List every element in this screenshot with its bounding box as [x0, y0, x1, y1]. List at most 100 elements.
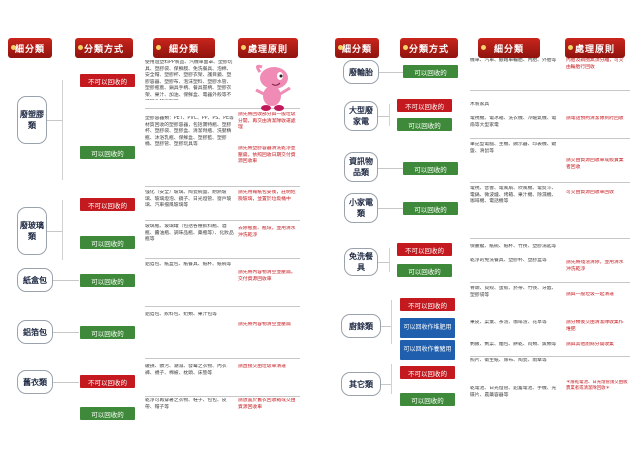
method-not-recyclable: 不可以回收的 [397, 99, 452, 112]
detail-text: 破損、髒污、潮濕、發霉之衣物、內衣褲、襪子、棉被、枕頭、床墊等 [145, 364, 227, 376]
principle-note: 請先將塑膠容器清洗乾淨並壓扁，依照回收日期交付資源回收車 [238, 146, 296, 165]
principle-note: 請交由資源回收車或販賣業者回收 [566, 158, 624, 170]
right-header-sub: 細分類 [335, 38, 379, 58]
connector [389, 248, 390, 272]
connector [381, 384, 391, 385]
right-header-detail: 細分類 [478, 38, 540, 58]
principle-note: 請先將內容物清空並壓扁，交付資源回收車 [238, 270, 296, 282]
detail-text: 使用過塑料PP製品、汽機車面罩、塑膠玩具、塑膠袋、保鮮膜、免洗餐具、泡棉、安全帽… [145, 60, 233, 100]
connector [381, 326, 391, 327]
connector [391, 300, 392, 344]
row-divider [470, 182, 630, 183]
principle-note: 請分類後交由清潔隊收集作堆肥 [566, 320, 624, 332]
method-recyclable: 可以回收的 [80, 146, 135, 159]
footer-note: ＊廢乾電池、日光燈管請交由販賣業者或清潔隊回收＊ [566, 380, 628, 391]
connector [378, 168, 403, 169]
method-not-recyclable: 不可以回收的 [397, 243, 452, 256]
method-not-recyclable: 不可以回收的 [80, 375, 135, 388]
left-header-detail: 細分類 [153, 38, 215, 58]
principle-note: 請先將回收部分與一般垃圾分開，再交由清潔隊收運處理 [238, 112, 296, 131]
connector [47, 231, 62, 232]
row-divider [145, 186, 300, 187]
principle-note: 請與一般垃圾一起清運 [566, 292, 614, 297]
detail-text: 骨頭、貝殼、蛋殼、菸蒂、竹筷、牙籤、塑膠袋等 [470, 286, 557, 298]
method-recyclable: 可以回收的 [80, 407, 135, 420]
left-header-sub: 細分類 [8, 38, 52, 58]
right-header-principle: 處理原則 [565, 38, 625, 58]
connector [378, 116, 389, 117]
method-recyclable: 可以回收的 [400, 393, 455, 406]
method-recyclable: 可以回收的 [80, 274, 135, 287]
method-recyclable: 可以回收的 [397, 118, 452, 131]
detail-text: 電視、音響、電風扇、吹風機、電熨斗、電鍋、微波爐、烤箱、果汁機、除濕機、咖啡機、… [470, 186, 557, 205]
detail-text: 保麗龍、紙碗、紙杯、竹筷、塑膠湯匙等 [470, 244, 557, 249]
connector [391, 364, 392, 394]
detail-text: 筆記型電腦、主機、顯示器、印表機、鍵盤、滑鼠等 [470, 142, 557, 154]
detail-text: 果皮、菜葉、茶渣、咖啡渣、花草等 [470, 320, 547, 325]
method-not-recyclable: 不可以回收的 [80, 198, 135, 211]
detail-text: 剩飯、剩菜、麵包、餅乾、肉類、魚類等 [470, 342, 557, 347]
category-large-appliances: 大型廢家電 [344, 101, 378, 131]
category-small-appliances: 小家電類 [344, 193, 378, 223]
detail-text: 乾電池、日光燈管、鉛蓄電池、手機、光碟片、農藥容器等 [470, 386, 557, 398]
method-recyclable: 可以回收的 [403, 202, 458, 215]
connector [53, 332, 79, 333]
detail-text: 乾淨可再穿著之衣物、鞋子、包包、皮帶、帽子等 [145, 398, 227, 410]
row-divider [470, 356, 630, 357]
detail-text: 照片、衛生紙、尿布、陶瓷、雨傘等 [470, 358, 547, 363]
method-not-recyclable: 不可以回收的 [400, 298, 455, 311]
category-disposable-tableware: 免洗餐具 [344, 248, 378, 276]
connector [47, 120, 62, 121]
method-not-recyclable: 不可以回收的 [80, 74, 135, 87]
principle-note: 請電話預約清潔隊到府回收 [566, 116, 624, 121]
detail-text: 木製家具 [470, 102, 490, 107]
principle-note: 內胎及鋼圈無須分離，可交由輪胎行回收 [566, 58, 624, 70]
detail-text: 乾淨的免洗餐具、塑膠杯、塑膠盒等 [470, 258, 547, 263]
row-divider [145, 108, 300, 109]
method-pig-feed: 可以回收作養豬用 [400, 340, 455, 360]
row-divider [470, 282, 630, 283]
left-header-method: 分類方式 [75, 38, 133, 58]
method-recyclable: 可以回收的 [80, 236, 135, 249]
method-recyclable: 可以回收的 [397, 264, 452, 277]
connector [378, 262, 389, 263]
principle-note: 去除瓶蓋、瓶環，並用清水沖洗乾淨 [238, 226, 296, 238]
principle-note: 請先將內容物清空並壓扁 [238, 322, 291, 327]
category-plastic: 廢塑膠類 [17, 96, 47, 144]
row-divider [470, 90, 630, 91]
detail-text: 鋁箔包、紙盒包、紙餐具、紙杯、紙碗等 [145, 262, 232, 267]
detail-text: 強化（安全）玻璃、陶瓷碗盤、耐熱玻璃、玻璃燈泡、鏡子、日光燈管、窗戶玻璃、汽車擋… [145, 190, 232, 209]
detail-text: 電視機、電冰箱、洗衣機、冷暖氣機、電扇等大型家電 [470, 116, 557, 128]
left-header-principle: 處理原則 [238, 38, 298, 58]
category-foil-pack: 鋁箔包 [17, 320, 53, 344]
detail-text: 機車、汽車、腳踏車輪胎、內胎、外胎等 [470, 58, 557, 63]
category-old-clothes: 舊衣類 [17, 370, 53, 394]
connector [379, 72, 403, 73]
principle-note: 可交由資源回收車回收 [566, 190, 614, 195]
method-compost: 可以回收作堆肥用 [400, 318, 455, 338]
category-it-items: 資訊物品類 [344, 152, 378, 182]
connector [62, 80, 63, 180]
method-not-recyclable: 不可以回收的 [400, 366, 455, 379]
method-recyclable: 可以回收的 [403, 162, 458, 175]
right-header-method: 分類方式 [400, 38, 458, 58]
pink-cartoon-mascot-icon [255, 64, 291, 111]
principle-note: 請先用報紙包妥後，註明危險玻璃，並置於垃圾桶中 [238, 190, 296, 202]
connector [53, 280, 79, 281]
principle-note: 請直接交由垃圾車清運 [238, 364, 286, 369]
method-recyclable: 可以回收的 [80, 326, 135, 339]
principle-note: 請先將殘渣清除，並用清水沖洗乾淨 [566, 260, 624, 272]
category-tires: 廢輪胎 [343, 60, 379, 84]
row-divider [145, 358, 300, 359]
detail-text: 塑膠容器類：PET、PVC、PP、PS、PE等材質回收的塑膠容器，包括寶特瓶、塑… [145, 116, 234, 148]
connector [389, 104, 390, 126]
category-paper-box: 紙盒包 [17, 268, 53, 292]
category-others: 其它類 [341, 372, 381, 396]
detail-text: 玻璃瓶、玻璃罐（包括各種飲料瓶、酒瓶、醬油瓶、調味品瓶、藥瓶等）、化妝品瓶等 [145, 224, 234, 243]
detail-text: 鋁箔包、飲料包、奶類、果汁包等 [145, 312, 217, 317]
method-recyclable: 可以回收的 [403, 65, 458, 78]
row-divider [145, 220, 300, 221]
connector [62, 200, 63, 260]
connector [53, 382, 79, 383]
row-divider [145, 396, 300, 397]
